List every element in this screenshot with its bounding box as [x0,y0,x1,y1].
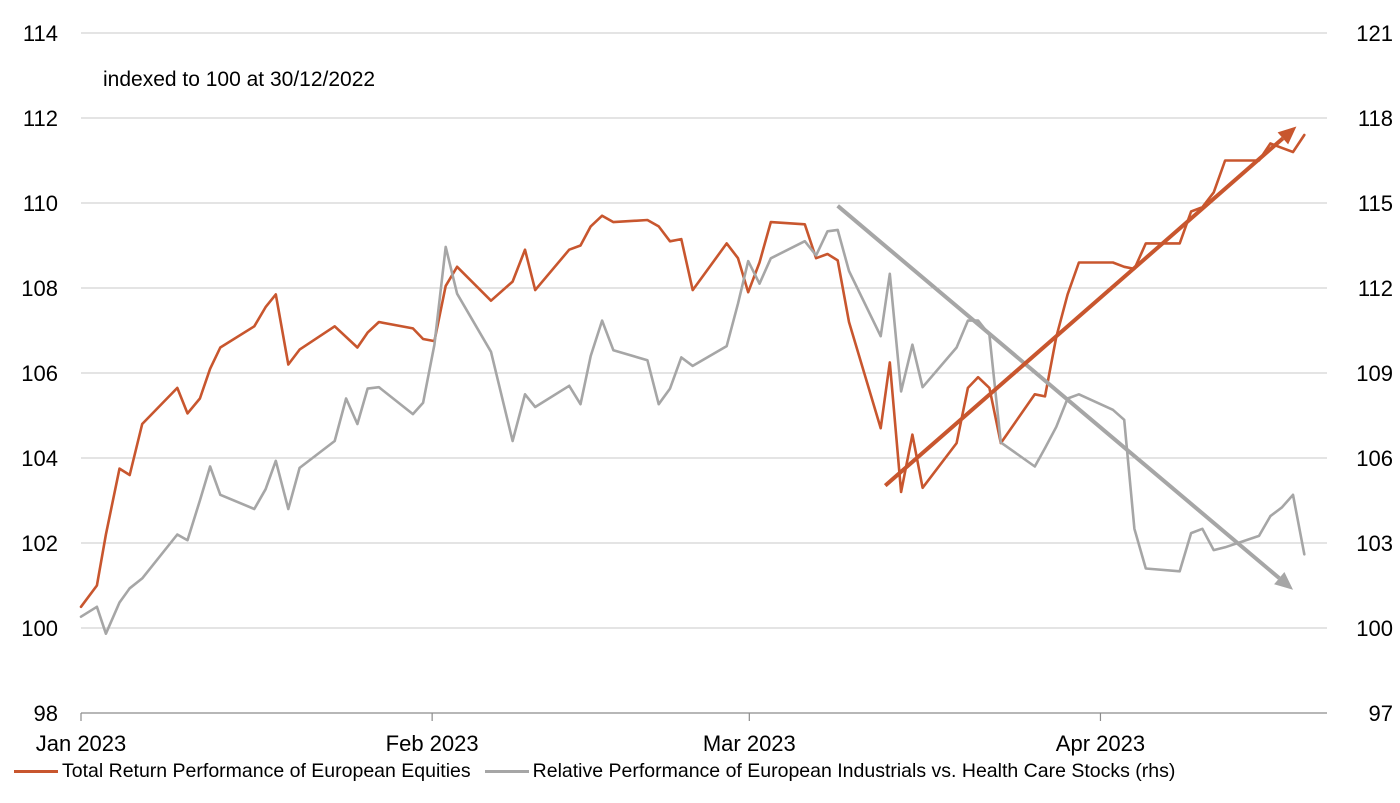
chart-legend: Total Return Performance of European Equ… [14,760,1189,783]
x-tick-label: Mar 2023 [703,731,796,756]
series-line-equities [79,133,1306,609]
right-tick-label: 121 [1356,21,1393,46]
series-lines [79,133,1306,636]
line-chart: 98 100 102 104 106 108 110 112 114 97 100 103 106 10… [21,21,1393,756]
left-tick-label: 114 [23,21,58,46]
left-tick-label: 102 [21,531,58,556]
gridlines [81,32,1327,629]
left-axis: 98 100 102 104 106 108 110 112 114 [21,21,58,726]
trend-arrows [836,126,1297,590]
x-tick-label: Jan 2023 [36,731,127,756]
x-tick-label: Apr 2023 [1056,731,1145,756]
left-tick-label: 98 [34,701,58,726]
left-tick-label: 100 [21,616,58,641]
legend-item-equities: Total Return Performance of European Equ… [14,760,471,783]
right-tick-label: 103 [1356,531,1393,556]
legend-label-equities: Total Return Performance of European Equ… [62,760,471,782]
right-tick-label: 106 [1356,446,1393,471]
legend-item-relative: Relative Performance of European Industr… [484,760,1176,783]
right-tick-label: 97 [1369,701,1393,726]
trend-arrow-down [836,204,1281,580]
trend-arrowhead-down [1274,572,1294,590]
x-tick-label: Feb 2023 [386,731,479,756]
chart-annotation: indexed to 100 at 30/12/2022 [103,68,375,91]
right-tick-label: 100 [1356,616,1393,641]
right-axis: 97 100 103 106 109 112 115 118 121 [1356,21,1393,726]
series-line-relative [79,228,1306,636]
left-tick-label: 104 [21,446,58,471]
right-tick-label: 118 [1358,106,1393,131]
legend-label-relative: Relative Performance of European Industr… [532,760,1176,782]
x-axis: Jan 2023 Feb 2023 Mar 2023 Apr 2023 [36,712,1327,756]
left-tick-label: 110 [23,191,58,216]
left-tick-label: 108 [21,276,58,301]
legend-swatch-relative [484,770,529,773]
legend-swatch-equities [14,770,58,773]
trend-arrow-up [883,136,1285,488]
trend-arrowhead-up [1277,126,1297,145]
right-tick-label: 109 [1356,361,1393,386]
left-tick-label: 106 [21,361,58,386]
right-tick-label: 115 [1358,191,1393,216]
right-tick-label: 112 [1358,276,1393,301]
left-tick-label: 112 [23,106,58,131]
